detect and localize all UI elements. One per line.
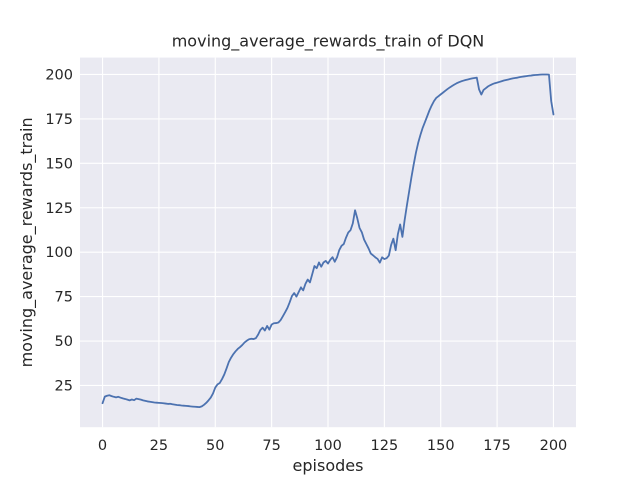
y-tick-label: 50 — [55, 334, 73, 350]
x-tick-label: 0 — [98, 438, 107, 454]
y-tick-label: 200 — [45, 67, 73, 83]
x-tick-label: 75 — [262, 438, 280, 454]
x-tick-label: 150 — [427, 438, 455, 454]
y-tick-label: 150 — [45, 156, 73, 172]
x-tick-label: 50 — [206, 438, 224, 454]
x-axis-label: episodes — [293, 456, 364, 475]
y-axis-label: moving_average_rewards_train — [17, 117, 37, 367]
x-tick-label: 200 — [540, 438, 568, 454]
x-tick-label: 25 — [150, 438, 168, 454]
y-axis-tick-labels: 25 50 75 100 125 150 175 200 — [45, 67, 73, 394]
chart-title: moving_average_rewards_train of DQN — [172, 32, 485, 52]
x-tick-label: 125 — [371, 438, 399, 454]
y-tick-label: 125 — [45, 201, 73, 217]
y-tick-label: 175 — [45, 112, 73, 128]
x-axis-tick-labels: 0 25 50 75 100 125 150 175 200 — [98, 438, 567, 454]
x-tick-label: 175 — [483, 438, 511, 454]
y-tick-label: 25 — [55, 378, 73, 394]
series-line-dqn — [101, 73, 555, 409]
y-tick-label: 100 — [45, 245, 73, 261]
y-tick-label: 75 — [55, 290, 73, 306]
gridlines — [80, 57, 576, 428]
x-tick-label: 100 — [314, 438, 342, 454]
